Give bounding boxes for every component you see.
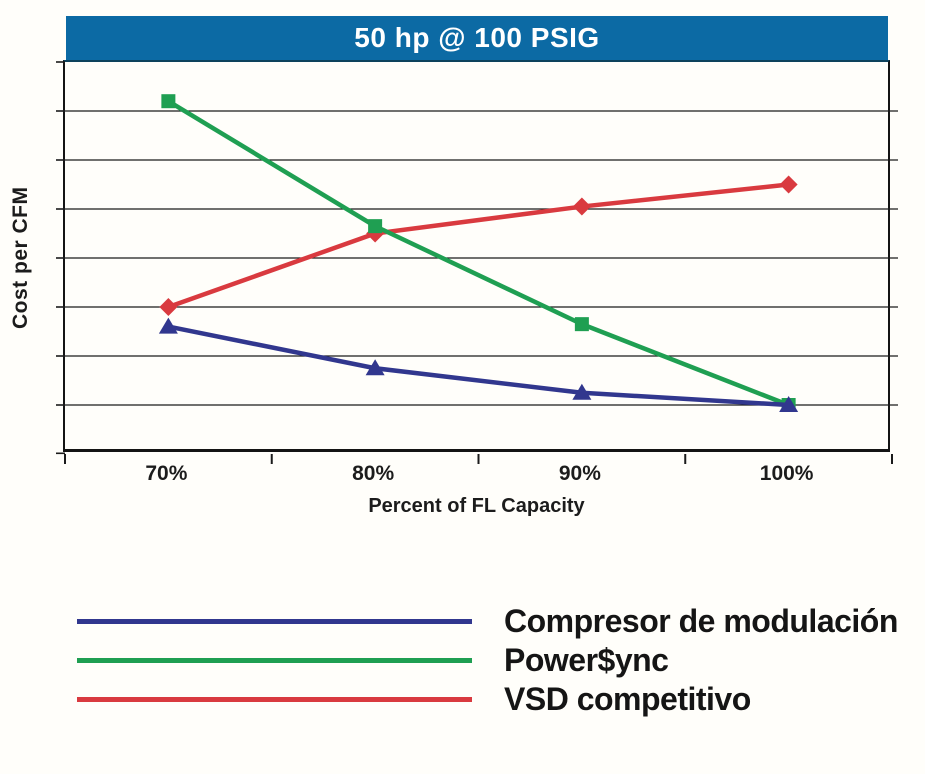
y-axis-label: Cost per CFM (9, 186, 32, 329)
legend-item-powersync: Power$ync (77, 641, 917, 680)
chart-title-bar: 50 hp @ 100 PSIG (66, 16, 888, 60)
legend-label: Power$ync (504, 642, 669, 678)
x-tick-90: 90% (558, 462, 601, 485)
x-tick-100: 100% (759, 462, 814, 485)
x-tick-70: 70% (145, 462, 188, 485)
legend-item-modulation: Compresor de modulación (77, 602, 917, 641)
chart-title: 50 hp @ 100 PSIG (354, 22, 600, 53)
plot-area (56, 60, 898, 464)
x-tick-80: 80% (352, 462, 395, 485)
x-axis-ticks: 70% 80% 90% 100% (63, 462, 890, 486)
legend-line-red (77, 697, 472, 702)
legend-line-blue (77, 619, 472, 624)
legend-label: VSD competitivo (504, 681, 751, 717)
legend-label: Compresor de modulación (504, 603, 898, 639)
legend-line-green (77, 658, 472, 663)
x-axis-label: Percent of FL Capacity (368, 495, 585, 517)
legend-item-vsd: VSD competitivo (77, 680, 917, 719)
line-chart-canvas (56, 61, 898, 464)
chart-legend: Compresor de modulación Power$ync VSD co… (77, 602, 917, 719)
